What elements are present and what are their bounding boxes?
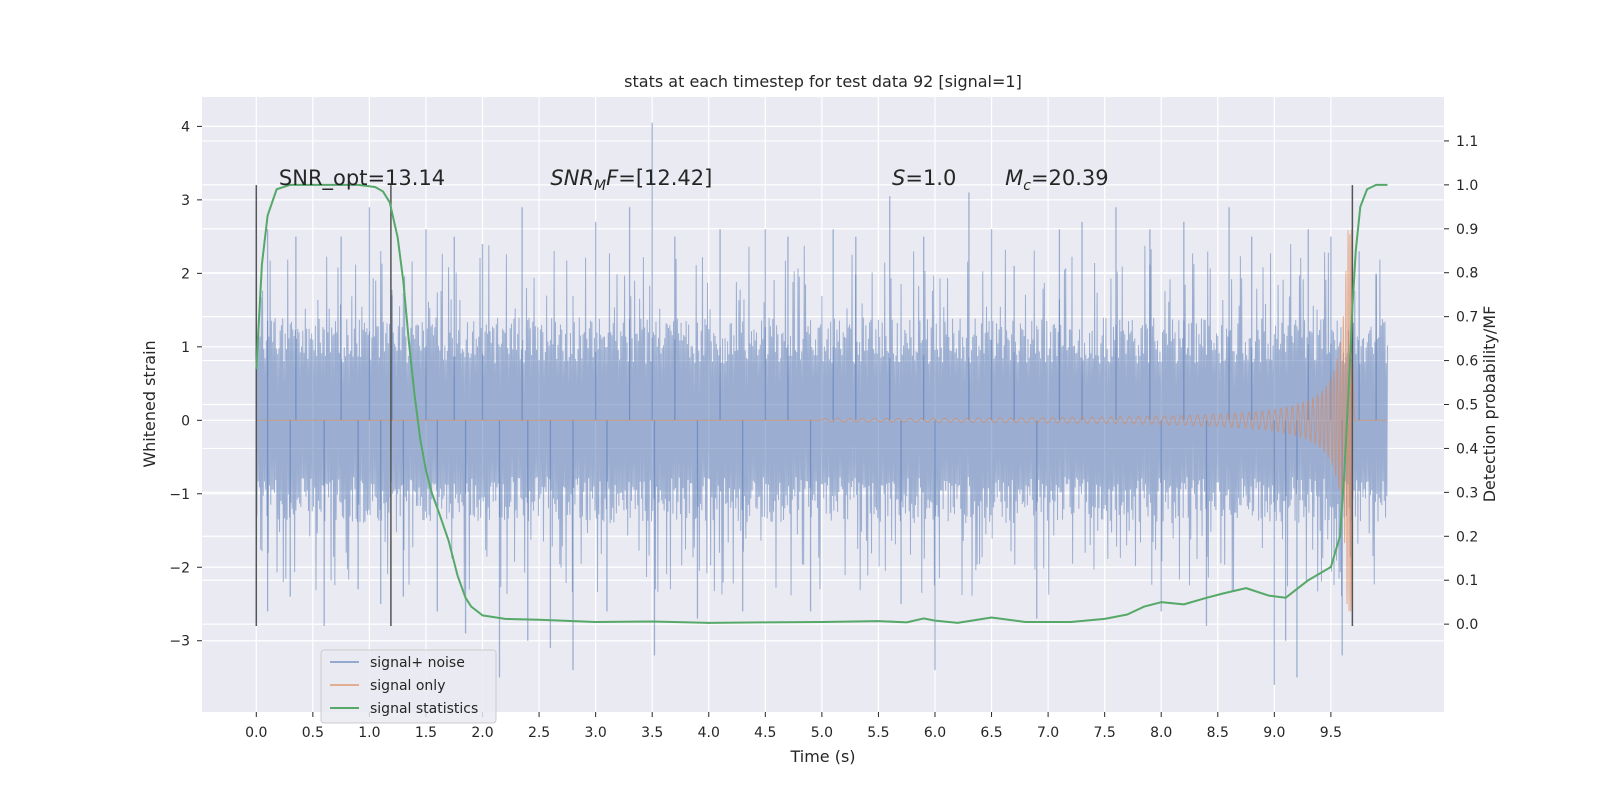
y-left-tick-label-0: −3 [169, 634, 190, 650]
annotation-s: S=1.0 [892, 166, 956, 190]
x-tick-label-18: 9.0 [1263, 725, 1285, 741]
legend-box [320, 649, 497, 724]
x-tick-label-2: 1.0 [358, 725, 380, 741]
x-tick-label-16: 8.0 [1150, 725, 1172, 741]
x-axis-label: Time (s) [789, 747, 855, 766]
y-right-tick-label-4: 0.4 [1456, 441, 1478, 457]
x-tick-label-19: 9.5 [1320, 725, 1342, 741]
x-tick-label-10: 5.0 [811, 725, 833, 741]
y-axis-label-right: Detection probability/MF [1480, 306, 1499, 503]
y-left-tick-label-5: 2 [181, 266, 190, 282]
signal-noise-trace [255, 244, 1388, 597]
legend-label-signal-only: signal only [370, 678, 445, 694]
legend-label-signal-statistics: signal statistics [370, 701, 478, 717]
y-right-tick-label-3: 0.3 [1456, 485, 1478, 501]
x-tick-label-11: 5.5 [867, 725, 889, 741]
x-tick-label-15: 7.5 [1094, 725, 1116, 741]
y-right-tick-label-8: 0.8 [1456, 266, 1478, 282]
y-right-tick-label-7: 0.7 [1456, 310, 1478, 326]
y-left-tick-label-6: 3 [181, 193, 190, 209]
chart-title: stats at each timestep for test data 92 … [624, 72, 1022, 91]
signal-noise-series [255, 122, 1388, 685]
y-right-tick-label-5: 0.5 [1456, 398, 1478, 414]
axes: 0.0 0.5 1.0 1.5 2.0 2.5 3.0 3.5 4.0 4.5 5.0 5.5 6.0 6… [169, 119, 1478, 741]
x-tick-label-9: 4.5 [754, 725, 776, 741]
y-right-tick-label-1: 0.1 [1456, 573, 1478, 589]
y-right-tick-label-11: 1.1 [1456, 134, 1478, 150]
y-left-tick-label-2: −1 [169, 487, 190, 503]
y-right-tick-label-9: 0.9 [1456, 222, 1478, 238]
x-tick-label-0: 0.0 [245, 725, 267, 741]
annotation-snr-opt: SNR_opt=13.14 [279, 166, 445, 191]
annotations: SNR_opt=13.14 SNRMF=[12.42] S=1.0 Mc=20.39 [279, 166, 1109, 194]
x-tick-label-7: 3.5 [641, 725, 663, 741]
x-tick-label-13: 6.5 [980, 725, 1002, 741]
y-left-tick-label-3: 0 [181, 413, 190, 429]
y-left-tick-label-4: 1 [181, 340, 190, 356]
annotation-snr-mf: SNRMF=[12.42] [550, 166, 712, 194]
x-tick-label-3: 1.5 [415, 725, 437, 741]
y-left-tick-label-7: 4 [181, 119, 190, 135]
x-tick-label-17: 8.5 [1207, 725, 1229, 741]
x-tick-label-12: 6.0 [924, 725, 946, 741]
x-tick-label-8: 4.0 [698, 725, 720, 741]
y-left-tick-label-1: −2 [169, 560, 190, 576]
annotation-mc: Mc=20.39 [1005, 166, 1109, 194]
vertical-markers [255, 185, 1354, 627]
x-tick-label-1: 0.5 [302, 725, 324, 741]
x-tick-label-5: 2.5 [528, 725, 550, 741]
signal-statistics-series [255, 183, 1388, 624]
x-tick-label-14: 7.0 [1037, 725, 1059, 741]
signal-only-series [256, 229, 1388, 612]
y-right-tick-label-0: 0.0 [1456, 617, 1478, 633]
y-right-tick-label-10: 1.0 [1456, 178, 1478, 194]
signal-statistics-line [255, 183, 1388, 624]
legend-label-signal-noise: signal+ noise [370, 655, 465, 671]
legend: signal+ noise signal only signal statist… [320, 649, 497, 724]
y-right-tick-label-2: 0.2 [1456, 529, 1478, 545]
x-tick-label-4: 2.0 [471, 725, 493, 741]
y-axis-label-left: Whitened strain [140, 340, 159, 467]
signal-only-trace [256, 229, 1388, 612]
x-tick-label-6: 3.0 [585, 725, 607, 741]
y-right-tick-label-6: 0.6 [1456, 354, 1478, 370]
